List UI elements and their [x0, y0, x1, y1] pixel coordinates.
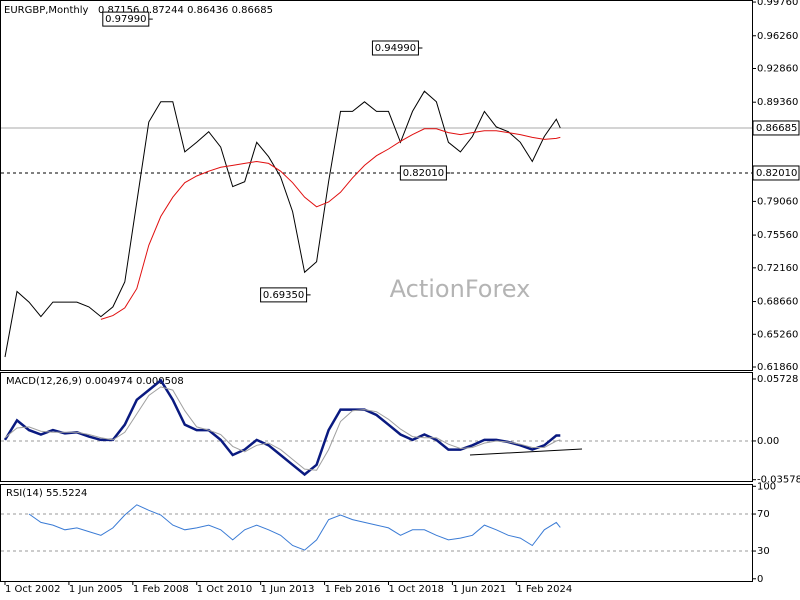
series-line [4, 386, 561, 471]
y-tick-label: 30 [757, 546, 770, 557]
y-tick-label: 0.72160 [757, 263, 798, 274]
macd-title: MACD(12,26,9) 0.004974 0.000508 [6, 376, 184, 387]
annotation-box [102, 11, 150, 27]
rsi-panel [0, 484, 753, 582]
y-tick-label: 0.92860 [757, 64, 798, 75]
series-line [100, 128, 561, 320]
reference-label: 0.82010 [756, 168, 797, 179]
annotation: 0.97990 [105, 14, 146, 25]
annotation: 0.82010 [403, 168, 444, 179]
x-tick-label: 1 Jun 2021 [452, 584, 506, 595]
y-tick-label: 0.96260 [757, 31, 798, 42]
annotation-box [371, 40, 419, 56]
x-tick-label: 1 Jun 2005 [69, 584, 123, 595]
x-tick-label: 1 Oct 2010 [197, 584, 252, 595]
reference-label-box [752, 120, 800, 136]
annotation-box [260, 287, 308, 303]
x-tick-label: 1 Oct 2002 [5, 584, 60, 595]
x-tick-label: 1 Feb 2024 [516, 584, 572, 595]
price-panel [0, 0, 753, 371]
chart-subtitle: 0.87156 0.87244 0.86436 0.86685 [98, 5, 273, 16]
chart-title: EURGBP,Monthly [4, 5, 89, 16]
y-tick-label: 0.05728 [757, 374, 798, 385]
y-tick-label: 0.79060 [757, 196, 798, 207]
y-tick-label: 0.75560 [757, 230, 798, 241]
y-tick-label: 0.89360 [757, 97, 798, 108]
reference-label-box [752, 165, 800, 181]
annotation: 0.69350 [263, 290, 304, 301]
series-line [28, 504, 561, 551]
y-tick-label: 0.68660 [757, 297, 798, 308]
y-tick-label: 0.65260 [757, 329, 798, 340]
trend-line [469, 448, 583, 456]
x-tick-label: 1 Jun 2013 [261, 584, 315, 595]
y-tick-label: 70 [757, 509, 770, 520]
rsi-title: RSI(14) 55.5224 [6, 488, 87, 499]
x-tick-label: 1 Feb 2016 [325, 584, 381, 595]
y-tick-label: 0 [757, 574, 763, 585]
annotation: 0.94990 [375, 43, 416, 54]
y-tick-label: 0.99760 [757, 0, 798, 8]
y-tick-label: -0.035783 [757, 475, 800, 486]
x-tick-label: 1 Oct 2018 [388, 584, 443, 595]
x-tick-label: 1 Feb 2008 [133, 584, 189, 595]
series-line [3, 378, 561, 477]
watermark: ActionForex [390, 275, 531, 303]
reference-label: 0.86685 [756, 123, 797, 134]
y-tick-label: 100 [757, 481, 776, 492]
y-tick-label: 0.61860 [757, 362, 798, 373]
annotation-box [399, 165, 447, 181]
y-tick-label: 0.00 [757, 436, 779, 447]
macd-panel [0, 372, 753, 482]
